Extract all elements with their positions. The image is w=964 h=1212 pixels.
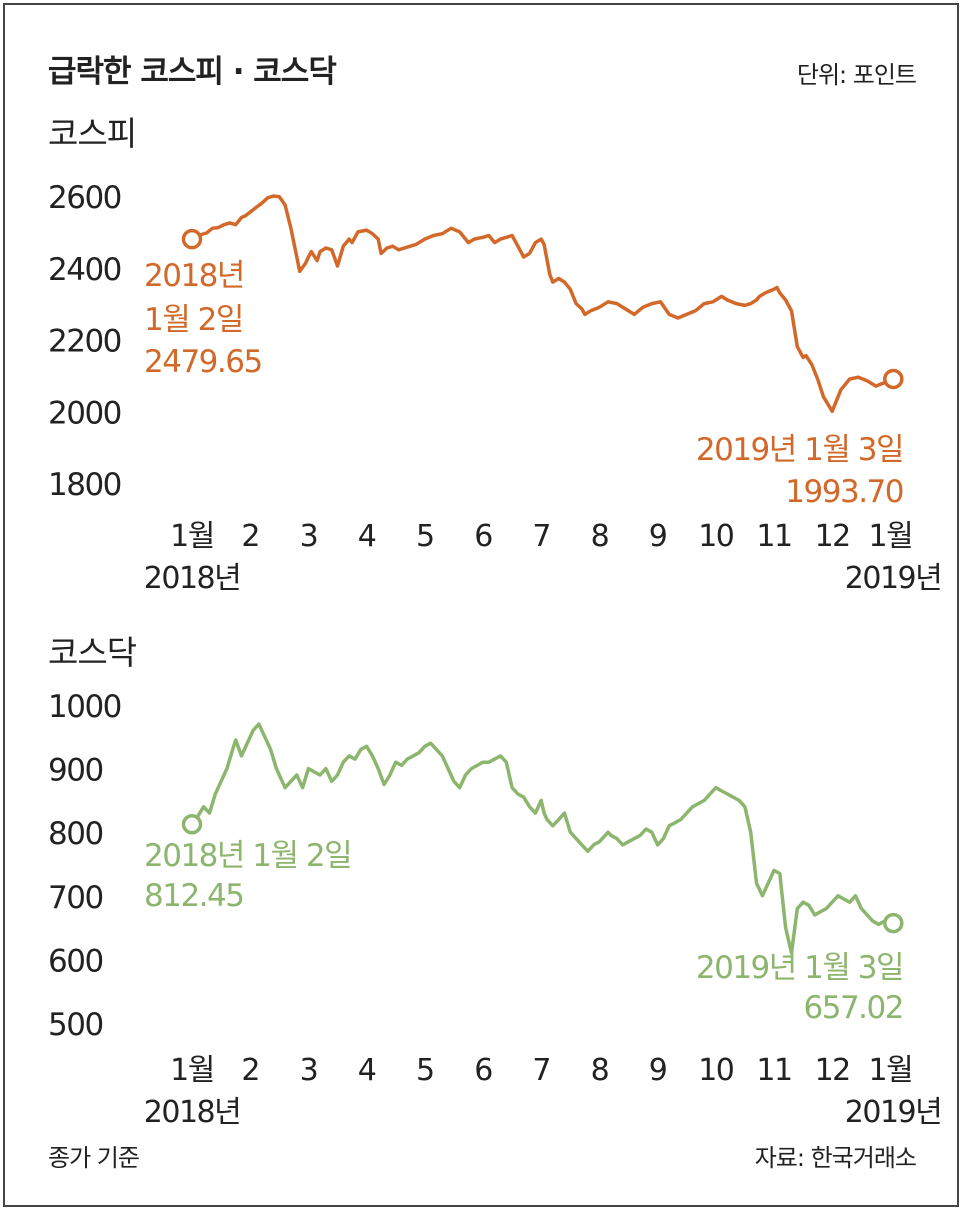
kospi-x-year-start: 2018년 [144, 561, 240, 596]
kospi-x-year-end: 2019년 [845, 561, 941, 596]
kospi-x-tick-label: 1월 [869, 519, 913, 554]
kosdaq-y-tick-label: 800 [48, 816, 103, 852]
kospi-x-tick-label: 3 [300, 519, 318, 554]
kosdaq-x-tick-label: 6 [474, 1053, 492, 1088]
kospi-x-tick-label: 9 [649, 519, 667, 554]
kospi-x-tick-label: 1월 [170, 519, 214, 554]
kospi-x-tick-label: 4 [358, 519, 376, 554]
kospi-y-tick-label: 2000 [48, 395, 121, 431]
kosdaq-end-annotation: 657.02 [804, 990, 903, 1026]
kosdaq-x-tick-label: 2 [241, 1053, 259, 1088]
kospi-end-annotation: 2019년 1월 3일 [696, 432, 903, 468]
kosdaq-x-year-end: 2019년 [845, 1095, 941, 1130]
kosdaq-x-tick-label: 8 [591, 1053, 609, 1088]
kospi-section-title: 코스피 [48, 114, 136, 153]
kosdaq-x-tick-label: 10 [698, 1053, 734, 1088]
kosdaq-start-annotation: 812.45 [144, 878, 243, 914]
kosdaq-x-tick-label: 7 [532, 1053, 550, 1088]
kosdaq-x-tick-label: 3 [300, 1053, 318, 1088]
kosdaq-x-tick-label: 1월 [170, 1053, 214, 1088]
kospi-series-line [192, 196, 893, 411]
kospi-y-tick-label: 2200 [48, 324, 121, 360]
kospi-x-tick-label: 11 [756, 519, 791, 554]
kospi-y-tick-label: 2400 [48, 252, 121, 288]
kosdaq-x-year-start: 2018년 [144, 1095, 240, 1130]
kospi-start-point-marker [184, 231, 201, 248]
kospi-start-annotation: 1월 2일 [144, 302, 243, 338]
kospi-end-point-marker [885, 370, 902, 387]
kosdaq-y-tick-label: 500 [48, 1007, 103, 1043]
kosdaq-x-tick-label: 5 [416, 1053, 434, 1088]
kospi-end-annotation: 1993.70 [785, 474, 903, 510]
kospi-x-tick-label: 10 [698, 519, 734, 554]
kospi-start-annotation: 2479.65 [144, 344, 262, 380]
kosdaq-y-tick-label: 700 [48, 880, 103, 916]
kosdaq-x-tick-label: 1월 [869, 1053, 913, 1088]
kospi-x-tick-label: 5 [416, 519, 434, 554]
kospi-x-tick-label: 2 [241, 519, 259, 554]
kosdaq-y-tick-label: 600 [48, 943, 103, 979]
kosdaq-end-point-marker [885, 915, 902, 932]
kosdaq-x-tick-label: 12 [815, 1053, 850, 1088]
kosdaq-x-tick-label: 9 [649, 1053, 667, 1088]
kosdaq-start-point-marker [184, 816, 201, 833]
kosdaq-section-title: 코스닥 [48, 633, 137, 672]
kospi-x-tick-label: 6 [474, 519, 492, 554]
kospi-x-tick-label: 12 [815, 519, 850, 554]
kospi-x-tick-label: 8 [591, 519, 609, 554]
kosdaq-end-annotation: 2019년 1월 3일 [696, 950, 903, 986]
kosdaq-y-tick-label: 900 [48, 753, 103, 789]
kosdaq-x-tick-label: 11 [756, 1053, 791, 1088]
kosdaq-start-annotation: 2018년 1월 2일 [144, 838, 351, 874]
kosdaq-y-tick-label: 1000 [48, 689, 121, 725]
charts-svg: 코스피260024002200200018001월 2 3 4 5 6 7 8 9 10 11 12 1… [0, 0, 964, 1212]
kospi-start-annotation: 2018년 [144, 258, 244, 294]
kospi-x-tick-label: 7 [532, 519, 550, 554]
kospi-y-tick-label: 2600 [48, 180, 121, 216]
kospi-y-tick-label: 1800 [48, 467, 121, 503]
kosdaq-x-tick-label: 4 [358, 1053, 376, 1088]
